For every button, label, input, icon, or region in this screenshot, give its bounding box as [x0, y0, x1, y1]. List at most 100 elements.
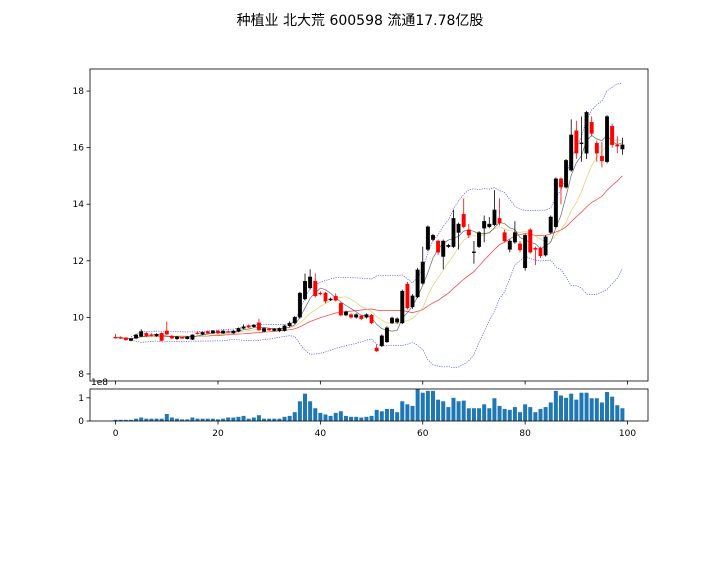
candle [313, 273, 318, 298]
volume-bar [195, 418, 200, 421]
candle-body [200, 332, 205, 335]
candle-body [518, 243, 522, 251]
volume-bar [410, 405, 415, 421]
volume-bar [282, 416, 287, 421]
volume-bar [308, 401, 313, 421]
volume-bar [564, 397, 569, 421]
candle-body [216, 330, 220, 334]
y-tick-label: 14 [73, 200, 85, 210]
candle [185, 336, 190, 340]
volume-y-tick-label: 0 [78, 417, 84, 427]
volume-bar [364, 416, 369, 421]
candle-body [384, 327, 389, 343]
volume-axes: 010 20 40 60 80 100 [78, 388, 649, 439]
candle [420, 246, 425, 285]
volume-bar [200, 418, 205, 421]
candle-body [451, 218, 456, 247]
candle [584, 110, 589, 159]
candle [436, 239, 441, 256]
candle [553, 177, 558, 229]
price-axes: 8 10 12 14 16 18 [73, 68, 649, 385]
candle-body [195, 332, 200, 335]
volume-bar [523, 404, 528, 421]
candle-body [584, 112, 589, 154]
volume-bar [262, 418, 267, 421]
candle-body [410, 295, 415, 308]
candle [384, 326, 389, 343]
volume-bar [159, 418, 164, 421]
candle-body [359, 315, 364, 319]
candle [129, 338, 133, 342]
candle [159, 332, 164, 342]
volume-bar [482, 404, 487, 421]
volume-bar [292, 412, 297, 421]
candle-body [507, 240, 512, 250]
candle-body [349, 314, 354, 318]
candle [507, 239, 512, 253]
volume-bar [343, 415, 348, 421]
candle [139, 329, 144, 338]
candle-body [533, 247, 538, 250]
candle-body [620, 144, 625, 150]
candle-body [569, 134, 574, 171]
candle [502, 229, 507, 243]
candle-body [123, 337, 128, 341]
candle-body [246, 325, 251, 328]
candle [282, 324, 287, 332]
candle-body [149, 334, 154, 336]
volume-bar [615, 405, 620, 421]
candle-body [456, 223, 461, 233]
volume-bar [487, 408, 492, 421]
candle [303, 273, 307, 301]
candle-body [267, 328, 272, 331]
candle-body [164, 330, 169, 335]
candle-body [492, 209, 497, 226]
volume-bar [123, 419, 128, 421]
candle [113, 333, 118, 339]
volume-bar [175, 418, 180, 421]
ma10-line [115, 139, 623, 339]
candle-body [205, 331, 210, 334]
candle [574, 120, 579, 159]
volume-bar [354, 416, 359, 421]
volume-bar [185, 419, 190, 421]
candle-body [144, 333, 149, 336]
candle-body [262, 328, 267, 332]
candle [123, 337, 128, 341]
volume-bar [384, 408, 389, 421]
candle [175, 336, 179, 340]
volume-bar [379, 411, 384, 421]
candle-body [364, 314, 369, 318]
candle [272, 328, 277, 332]
candle [134, 333, 139, 339]
volume-bar [477, 408, 482, 421]
volume-bar [118, 419, 123, 421]
candle [369, 313, 374, 325]
candle [487, 216, 492, 229]
volume-bar [502, 408, 507, 421]
candle [251, 324, 256, 328]
candle [594, 140, 599, 162]
candle [548, 215, 553, 234]
candle [241, 324, 246, 330]
candle-body [251, 324, 256, 327]
candle-body [185, 336, 190, 340]
candle [349, 313, 354, 319]
volume-bar [518, 412, 523, 421]
candle [118, 336, 123, 339]
candle-body [313, 280, 318, 297]
candle-body [379, 335, 384, 347]
candle-body [256, 322, 261, 331]
volume-bar [246, 418, 251, 421]
volume-offset-label: 1e8 [91, 378, 108, 388]
candle-body [318, 292, 323, 295]
candle [221, 330, 226, 334]
volume-y-tick-label: 1 [78, 394, 84, 404]
candle-body [175, 336, 179, 340]
volume-bar [313, 408, 318, 421]
candle-body [226, 331, 231, 333]
volume-bar [231, 417, 236, 421]
candle [200, 331, 205, 335]
candle-body [221, 330, 226, 334]
candle [344, 310, 348, 317]
